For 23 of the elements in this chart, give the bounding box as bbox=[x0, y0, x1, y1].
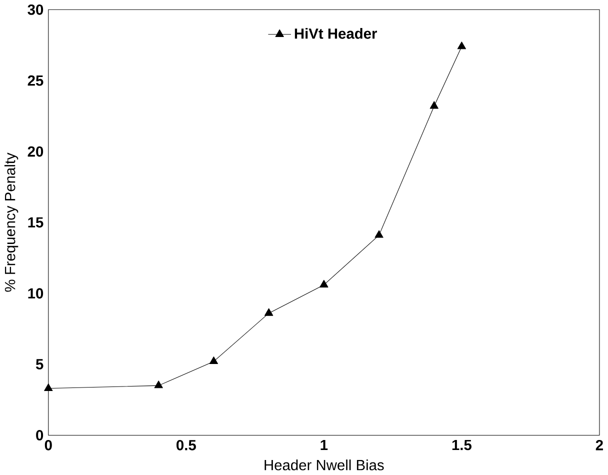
y-tick-label: 5 bbox=[36, 359, 44, 370]
y-axis-title: % Frequency Penalty bbox=[4, 152, 18, 292]
point bbox=[209, 356, 218, 364]
point bbox=[374, 230, 384, 238]
point bbox=[457, 42, 466, 50]
y-tick-label: 30 bbox=[28, 4, 44, 15]
x-tick-label: 1 bbox=[320, 440, 328, 450]
x-tick-label: 2 bbox=[596, 440, 603, 450]
x-tick-label: 0.5 bbox=[176, 440, 196, 450]
point bbox=[44, 384, 53, 392]
x-tick-label: 0 bbox=[44, 440, 52, 450]
y-tick-label: 10 bbox=[28, 288, 44, 299]
point bbox=[320, 280, 328, 288]
y-tick-label: 0 bbox=[36, 430, 44, 441]
y-tick-label: 25 bbox=[28, 76, 44, 86]
x-axis-title: Header Nwell Bias bbox=[264, 460, 384, 470]
x-tick-label: 1.5 bbox=[452, 440, 472, 450]
y-tick-label: 20 bbox=[28, 146, 44, 157]
y-tick-label: 15 bbox=[28, 217, 44, 228]
point bbox=[154, 380, 163, 388]
legend-label: HiVt Header bbox=[294, 28, 378, 39]
point bbox=[264, 308, 274, 316]
point bbox=[430, 101, 438, 109]
